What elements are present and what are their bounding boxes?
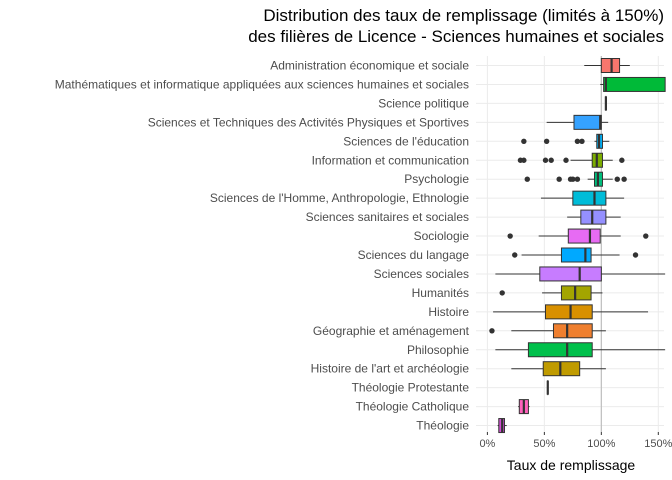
outlier-point [512, 252, 518, 258]
outlier-point [489, 328, 495, 334]
boxplot-4 [546, 114, 609, 130]
category-label: Sciences de l'éducation [343, 134, 469, 148]
boxplot-17 [511, 361, 606, 377]
boxplot-7 [524, 171, 627, 187]
outlier-point [556, 176, 562, 182]
outlier-point [499, 290, 505, 296]
boxplot-1 [584, 58, 630, 73]
x-tick-label: 0% [479, 438, 495, 450]
boxplot-20 [497, 418, 507, 434]
x-axis-ticks: 0% 50% 100% 150% [479, 432, 672, 450]
chart-title: Distribution des taux de remplissage (li… [263, 6, 664, 25]
outlier-point [621, 176, 627, 182]
x-tick-label: 150% [644, 438, 672, 450]
outlier-point [543, 138, 550, 144]
x-axis-title: Taux de remplissage [507, 457, 636, 473]
category-label: Administration économique et sociale [270, 59, 469, 73]
outlier-point [548, 157, 554, 163]
boxplot-9 [567, 209, 621, 225]
outlier-point [632, 252, 639, 258]
outlier-point [570, 176, 576, 182]
boxplot-16 [495, 342, 666, 358]
outlier-point [521, 157, 527, 163]
boxplot-12 [495, 266, 666, 282]
iqr-box [603, 76, 666, 92]
outlier-point [507, 233, 513, 239]
category-label: Théologie [416, 419, 469, 433]
category-label: Sciences et Techniques des Activités Phy… [148, 115, 469, 129]
iqr-box [527, 342, 593, 358]
iqr-box [600, 58, 621, 73]
outlier-point [619, 157, 625, 163]
category-label: Humanités [412, 286, 469, 300]
boxplot-5 [521, 133, 610, 149]
outlier-point [579, 138, 585, 144]
category-label: Histoire [428, 305, 469, 319]
category-label: Sociologie [414, 229, 470, 243]
category-label: Philosophie [407, 343, 469, 357]
category-label: Sciences de l'Homme, Anthropologie, Ethn… [210, 191, 469, 205]
category-label: Information et communication [312, 153, 469, 167]
boxplot-19 [518, 399, 530, 415]
x-tick-label: 100% [587, 438, 615, 450]
iqr-box [580, 209, 607, 225]
category-label: Sciences sociales [374, 267, 469, 281]
outlier-point [643, 233, 649, 239]
category-label: Géographie et aménagement [313, 324, 470, 338]
category-labels: Administration économique et sociale Math… [55, 59, 470, 433]
boxplot-13 [499, 285, 603, 301]
boxplot-10 [507, 228, 649, 244]
marks-layer [489, 58, 666, 434]
category-label: Sciences du langage [358, 248, 470, 262]
outlier-point [542, 157, 549, 163]
outlier-point [524, 176, 530, 182]
iqr-box [542, 361, 581, 377]
iqr-box [545, 304, 593, 320]
boxplot-15 [489, 323, 606, 339]
category-label: Science politique [378, 96, 469, 110]
chart-subtitle: des filières de Licence - Sciences humai… [248, 27, 664, 46]
category-label: Mathématiques et informatique appliquées… [55, 77, 469, 91]
outlier-point [614, 176, 620, 182]
category-label: Histoire de l'art et archéologie [311, 362, 470, 376]
boxplot-6 [517, 152, 625, 168]
iqr-box [572, 190, 607, 206]
outlier-point [563, 157, 569, 163]
iqr-box [552, 323, 593, 339]
boxplot-11 [512, 247, 639, 263]
boxplot-2 [600, 76, 666, 92]
category-label: Sciences sanitaires et sociales [306, 210, 469, 224]
iqr-box [573, 114, 602, 130]
outlier-point [574, 176, 581, 182]
outlier-point [574, 138, 581, 144]
x-tick-label: 50% [533, 438, 555, 450]
category-label: Théologie Protestante [352, 381, 470, 395]
category-label: Psychologie [404, 172, 469, 186]
iqr-box [539, 266, 602, 282]
iqr-box [567, 228, 601, 244]
iqr-box [560, 285, 592, 301]
boxplot-14 [493, 304, 649, 320]
boxplot-8 [540, 190, 625, 206]
iqr-box [560, 247, 592, 263]
outlier-point [521, 138, 527, 144]
category-label: Théologie Catholique [356, 400, 470, 414]
